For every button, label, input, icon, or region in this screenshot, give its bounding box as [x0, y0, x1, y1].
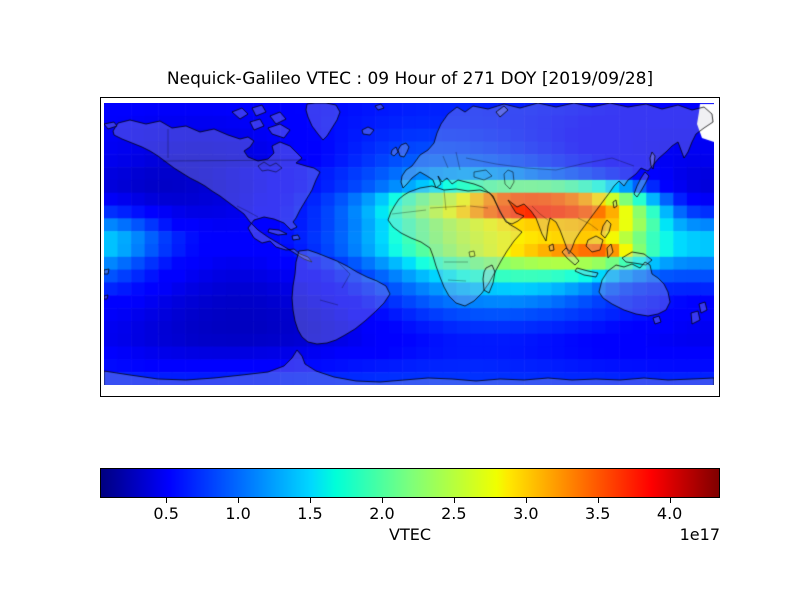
colorbar-tick-mark — [238, 498, 240, 503]
colorbar-tick-mark — [381, 498, 383, 503]
colorbar-tick-label: 1.5 — [297, 504, 323, 523]
colorbar-tick-label: 3.0 — [513, 504, 539, 523]
colorbar: 0.5 1.0 1.5 2.0 2.5 3.0 3.5 4.0 VTEC 1e17 — [100, 468, 720, 548]
colorbar-tick-label: 0.5 — [153, 504, 179, 523]
colorbar-gradient — [100, 468, 720, 498]
plot-title: Nequick-Galileo VTEC : 09 Hour of 271 DO… — [166, 69, 654, 89]
colorbar-tick-mark — [310, 498, 312, 503]
colorbar-axis-label: VTEC — [389, 525, 431, 544]
colorbar-tick-mark — [166, 498, 168, 503]
colorbar-tick-mark — [669, 498, 671, 503]
colorbar-offset-label: 1e17 — [679, 525, 720, 544]
colorbar-tick-label: 1.0 — [225, 504, 251, 523]
colorbar-tick-label: 4.0 — [656, 504, 683, 523]
colorbar-tick-label: 2.5 — [441, 504, 467, 523]
colorbar-tick-mark — [453, 498, 455, 503]
colorbar-tick-label: 2.0 — [369, 504, 395, 523]
colorbar-tick-mark — [525, 498, 527, 503]
colorbar-tick-mark — [597, 498, 599, 503]
map-frame — [100, 97, 720, 397]
colorbar-tick-label: 3.5 — [584, 504, 611, 523]
vtec-heatmap-canvas — [103, 102, 714, 385]
